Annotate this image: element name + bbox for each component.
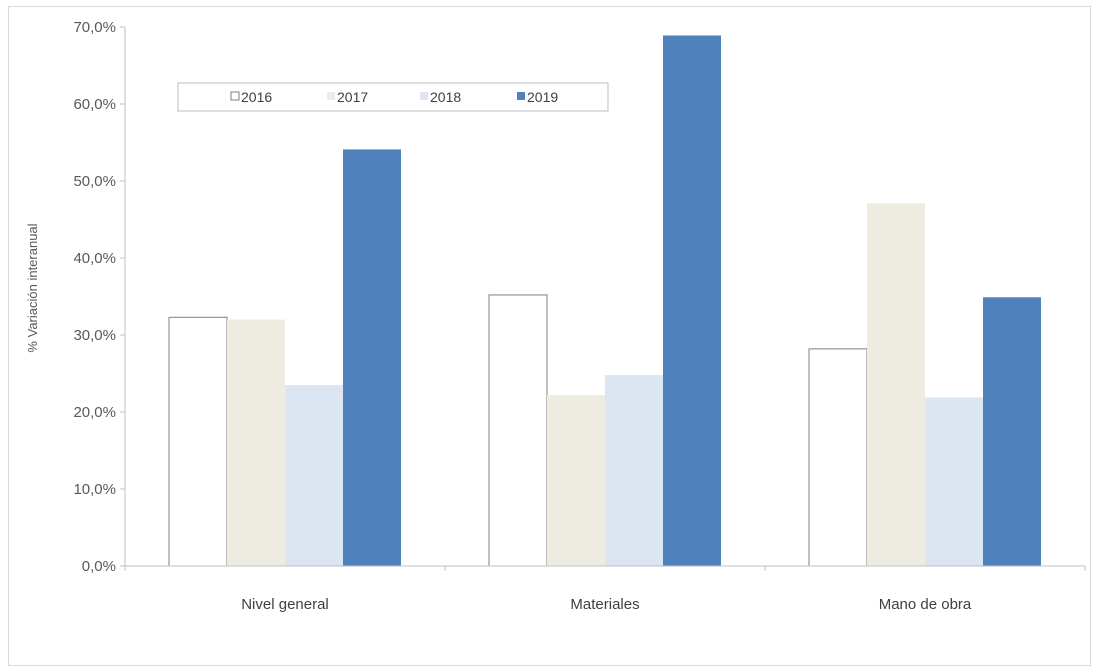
y-axis-ticks: 0,0% 10,0% 20,0% 30,0% 40,0% 50,0% 60,0% 70,0%: [73, 19, 125, 575]
bar-2018-3: [925, 397, 983, 566]
y-tick-label: 40,0%: [73, 250, 116, 267]
legend-swatch-2019: [517, 92, 525, 100]
x-axis-labels: Nivel general Materiales Mano de obra: [241, 596, 972, 613]
legend-label-2018: 2018: [430, 89, 461, 105]
bar-2019-1: [343, 149, 401, 566]
bar-2017-1: [227, 319, 285, 566]
x-tick-label: Nivel general: [241, 596, 329, 613]
y-tick-label: 20,0%: [73, 404, 116, 421]
y-tick-label: 10,0%: [73, 481, 116, 498]
bar-2016-2: [488, 294, 548, 567]
bar-2018-2: [605, 375, 663, 566]
axes: [124, 27, 1086, 571]
y-tick-label: 0,0%: [82, 558, 116, 575]
legend-swatch-2016: [230, 91, 240, 101]
legend: 2016 2017 2018 2019: [177, 82, 609, 112]
chart-frame: [8, 6, 1091, 666]
legend-swatch-2017: [327, 92, 335, 100]
x-tick-label: Materiales: [570, 596, 639, 613]
bar-2019-2: [663, 35, 721, 567]
y-tick-label: 50,0%: [73, 173, 116, 190]
bar-2018-1: [285, 385, 343, 566]
legend-label-2017: 2017: [337, 89, 368, 105]
bar-2019-3: [983, 297, 1041, 566]
x-tick-label: Mano de obra: [879, 596, 972, 613]
bar-2016-3: [808, 348, 868, 567]
y-tick-label: 70,0%: [73, 19, 116, 36]
legend-swatch-2018: [420, 92, 428, 100]
bar-2016-1: [168, 316, 228, 567]
y-axis-title: % Variación interanual: [25, 223, 40, 352]
bar-2017-2: [547, 395, 605, 566]
y-tick-label: 30,0%: [73, 327, 116, 344]
bars: [168, 35, 1041, 567]
legend-label-2019: 2019: [527, 89, 558, 105]
legend-label-2016: 2016: [241, 89, 272, 105]
y-tick-label: 60,0%: [73, 96, 116, 113]
legend-box: [177, 82, 609, 112]
bar-2017-3: [867, 203, 925, 566]
